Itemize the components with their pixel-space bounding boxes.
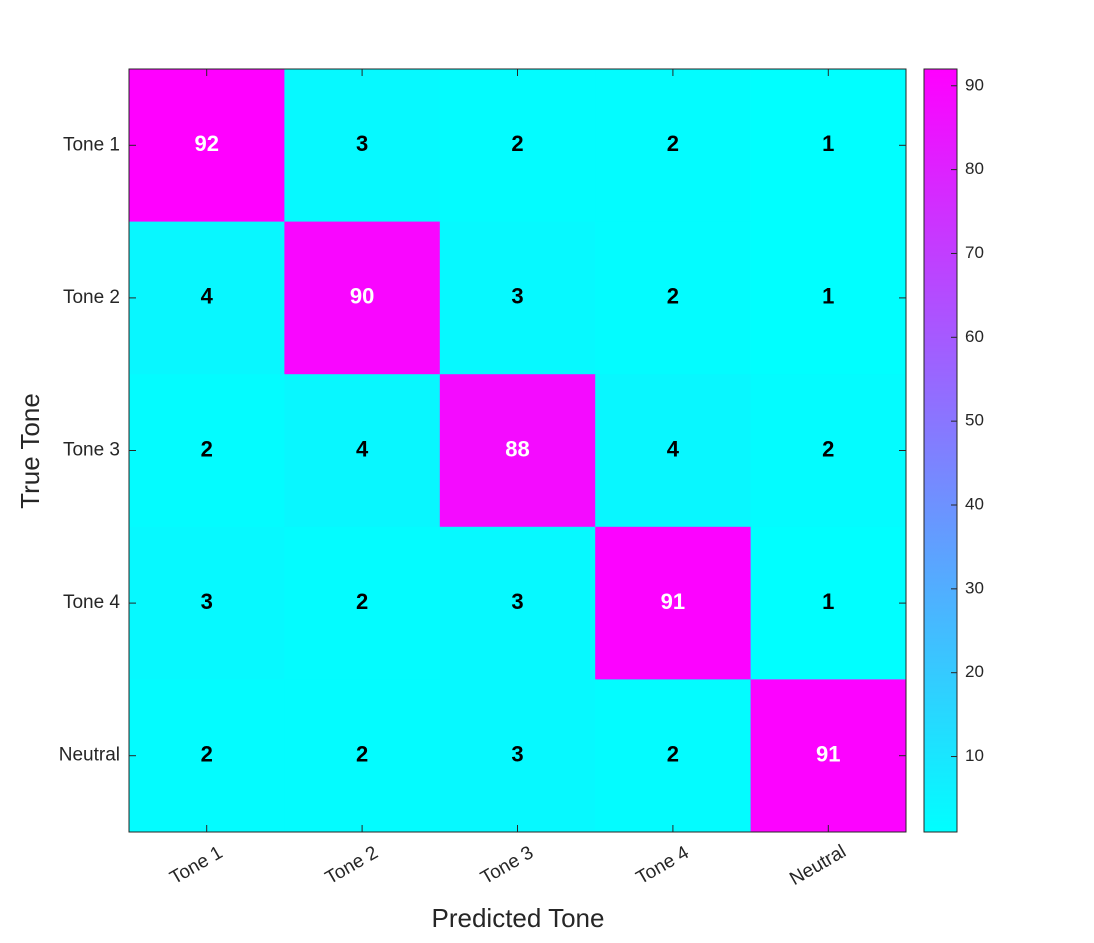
cell-label: 2 (356, 742, 368, 767)
x-tick-label: Neutral (786, 841, 850, 890)
cell-label: 91 (661, 589, 685, 614)
heatmap-cell (284, 526, 441, 680)
heatmap-cell (750, 374, 907, 528)
heatmap-cell (439, 221, 596, 375)
heatmap-cell (129, 526, 285, 680)
cell-label: 88 (505, 436, 529, 461)
heatmap-cell (439, 679, 596, 833)
cell-label: 3 (511, 284, 523, 309)
cell-label: 3 (511, 589, 523, 614)
heatmap-cell (595, 679, 752, 833)
cell-label: 90 (350, 284, 374, 309)
heatmap-cell (284, 374, 441, 528)
heatmap-cell (750, 221, 907, 375)
heatmap-cell (595, 221, 752, 375)
cell-label: 3 (356, 131, 368, 156)
heatmap-cell (750, 526, 907, 680)
cell-label: 1 (822, 131, 834, 156)
x-tick-label: Tone 3 (477, 842, 537, 889)
heatmap-cell (129, 374, 285, 528)
heatmap-cell (439, 374, 596, 528)
y-tick-label: Tone 1 (63, 134, 120, 155)
colorbar-tick-label: 90 (965, 75, 984, 94)
heatmap-cell (595, 374, 752, 528)
y-axis-label: True Tone (15, 393, 45, 509)
heatmap-cell (284, 221, 441, 375)
cell-label: 3 (511, 742, 523, 767)
colorbar-tick-label: 60 (965, 327, 984, 346)
x-tick-label: Tone 2 (322, 842, 382, 889)
heatmap-cell (595, 526, 752, 680)
heatmap-cell (595, 69, 752, 223)
cell-label: 2 (356, 589, 368, 614)
cell-label: 92 (194, 131, 218, 156)
x-axis-label: Predicted Tone (432, 903, 605, 933)
cell-label: 1 (822, 284, 834, 309)
heatmap-cell (129, 69, 285, 223)
y-tick-label: Tone 4 (63, 592, 120, 613)
heatmap-cell (439, 69, 596, 223)
heatmap-cell (750, 679, 907, 833)
cell-label: 1 (822, 589, 834, 614)
colorbar-tick-label: 70 (965, 243, 984, 262)
colorbar-tick-label: 10 (965, 746, 984, 765)
cell-label: 2 (822, 436, 834, 461)
cell-label: 2 (511, 131, 523, 156)
heatmap-cell (284, 679, 441, 833)
colorbar-tick-label: 50 (965, 411, 984, 430)
cell-label: 3 (201, 589, 213, 614)
heatmap-cell (129, 679, 285, 833)
heatmap-cell (284, 69, 441, 223)
cell-label: 91 (816, 742, 840, 767)
y-tick-label: Tone 2 (63, 287, 120, 308)
cell-label: 2 (667, 742, 679, 767)
cell-label: 4 (201, 284, 214, 309)
heatmap-cell (439, 526, 596, 680)
colorbar-tick-label: 40 (965, 494, 984, 513)
cell-label: 2 (201, 436, 213, 461)
heatmap-cell (129, 221, 285, 375)
colorbar-tick-label: 80 (965, 159, 984, 178)
colorbar (923, 68, 958, 833)
cell-label: 2 (667, 284, 679, 309)
cell-label: 2 (201, 742, 213, 767)
heatmap-cell (750, 69, 907, 223)
y-tick-label: Neutral (59, 745, 120, 766)
x-tick-label: Tone 4 (633, 842, 693, 889)
x-tick-label: Tone 1 (167, 842, 227, 889)
cell-label: 2 (667, 131, 679, 156)
cell-label: 4 (667, 436, 680, 461)
colorbar-tick-label: 20 (965, 662, 984, 681)
y-tick-label: Tone 3 (63, 440, 120, 461)
colorbar-tick-label: 30 (965, 578, 984, 597)
cell-label: 4 (356, 436, 369, 461)
